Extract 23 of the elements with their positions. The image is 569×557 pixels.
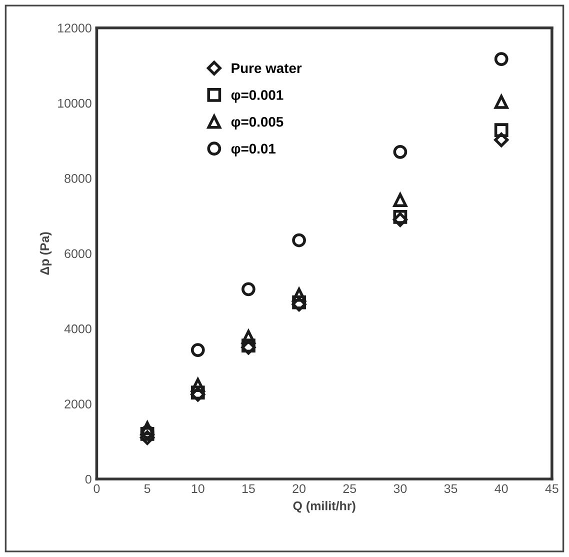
y-tick-label: 6000 (64, 249, 92, 258)
y-tick-label: 2000 (64, 400, 92, 408)
x-tick-label: 20 (292, 484, 306, 494)
x-tick-label: 30 (394, 484, 407, 494)
y-tick-label: 10000 (58, 98, 92, 108)
x-axis-title: Q (milit/hr) (293, 501, 356, 513)
legend-label: φ=0.005 (231, 116, 284, 130)
x-tick-label: 35 (444, 484, 458, 494)
legend-label: φ=0.01 (231, 144, 276, 156)
x-tick-label: 45 (545, 484, 558, 494)
y-tick-label: 8000 (64, 174, 92, 183)
y-axis-title: Δp (Pa) (40, 232, 52, 275)
x-tick-label: 10 (192, 484, 204, 494)
y-tick-label: 4000 (64, 324, 92, 334)
y-tick-label: 12000 (58, 24, 92, 32)
x-tick-label: 15 (242, 484, 255, 494)
x-tick-label: 25 (343, 484, 356, 494)
legend-label: Pure water (232, 63, 302, 74)
y-tick-label: 0 (85, 474, 92, 484)
legend-label: φ=0.001 (231, 90, 284, 103)
x-tick-label: 5 (144, 484, 150, 494)
x-tick-label: 0 (94, 484, 100, 494)
x-tick-label: 40 (494, 484, 508, 494)
